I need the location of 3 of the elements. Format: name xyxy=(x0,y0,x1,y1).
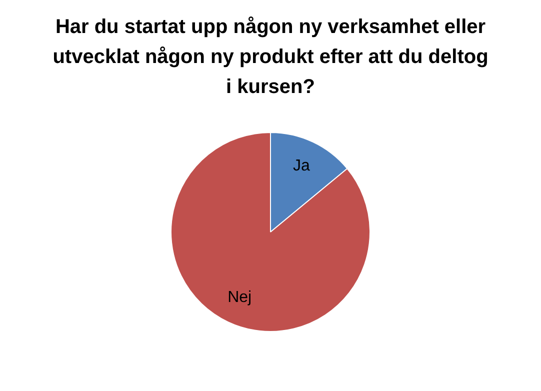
chart-title: Har du startat upp någon ny verksamhet eller utvecklat någon ny produkt efter att du deltog i kursen? xyxy=(52,15,490,100)
slice-label: Ja xyxy=(292,158,310,175)
slice-label: Nej xyxy=(228,289,252,306)
